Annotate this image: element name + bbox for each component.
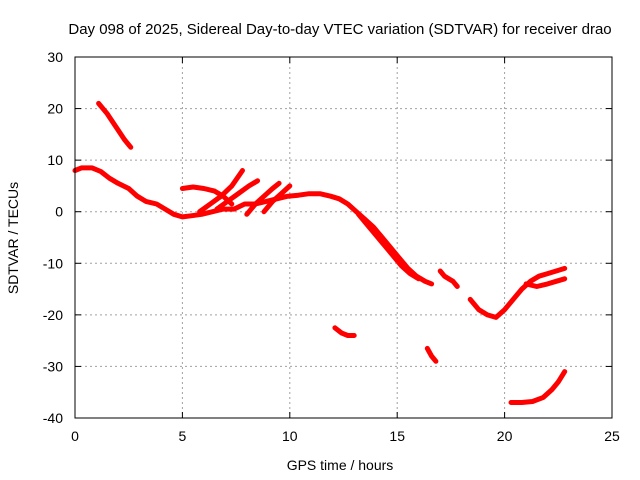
chart-title: Day 098 of 2025, Sidereal Day-to-day VTE… bbox=[68, 21, 611, 38]
grid-lines bbox=[75, 57, 612, 418]
series-layer bbox=[72, 100, 568, 405]
series-line-6 bbox=[244, 180, 282, 217]
x-tick-label: 10 bbox=[282, 428, 298, 444]
plot-frame bbox=[74, 56, 613, 419]
series-line-5 bbox=[214, 178, 261, 212]
series-line-4 bbox=[197, 168, 245, 215]
series-line-10 bbox=[424, 345, 439, 364]
series-line-3 bbox=[179, 184, 235, 207]
series-line-14 bbox=[508, 369, 568, 405]
y-axis-label: SDTVAR / TECUs bbox=[5, 182, 21, 294]
y-tick-label: -10 bbox=[43, 255, 63, 271]
x-axis-label: GPS time / hours bbox=[287, 457, 394, 473]
series-line-7 bbox=[261, 183, 293, 215]
x-tick-label: 20 bbox=[497, 428, 513, 444]
y-tick-label: 0 bbox=[55, 204, 63, 220]
series-line-2 bbox=[96, 100, 134, 150]
x-tick-label: 15 bbox=[389, 428, 405, 444]
x-tick-label: 0 bbox=[71, 428, 79, 444]
series-line-11 bbox=[437, 268, 460, 289]
x-tick-label: 25 bbox=[604, 428, 620, 444]
x-tick-label: 5 bbox=[179, 428, 187, 444]
y-tick-label: -20 bbox=[43, 307, 63, 323]
x-tick-labels: 0 5 10 15 20 25 bbox=[71, 428, 620, 444]
tick-marks bbox=[74, 56, 613, 419]
series-line-13 bbox=[523, 276, 568, 289]
y-tick-label: -40 bbox=[43, 410, 63, 426]
series-line-8 bbox=[356, 211, 422, 282]
series-line-9 bbox=[332, 325, 357, 338]
y-tick-labels: -40 -30 -20 -10 0 10 20 30 bbox=[43, 49, 63, 426]
y-tick-label: 10 bbox=[47, 152, 63, 168]
y-tick-label: -30 bbox=[43, 358, 63, 374]
series-line-12 bbox=[467, 265, 568, 320]
y-tick-label: 30 bbox=[47, 49, 63, 65]
y-tick-label: 20 bbox=[47, 101, 63, 117]
